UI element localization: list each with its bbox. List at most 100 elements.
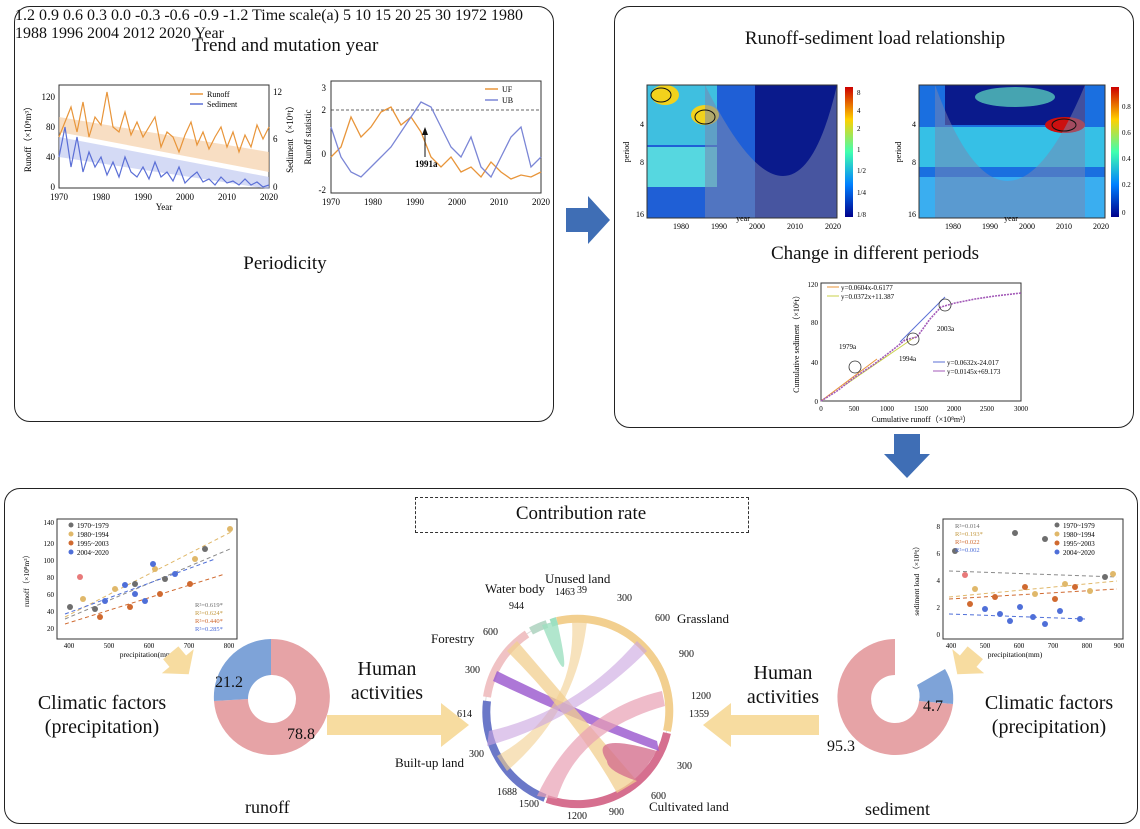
chord-tick-1688: 1688: [497, 787, 517, 798]
wavelet-coherence-charts: 8 4 2 1 1/2 1/4 1/8 period 4 8 16 1980 1…: [622, 84, 1131, 424]
colorbar-label-2: 0.6: [63, 7, 83, 24]
sediment-xtick-3: 700: [1048, 642, 1059, 650]
left-ytick-2: 16: [636, 210, 644, 219]
periodicity-ytick-5: 30: [434, 7, 451, 24]
cum-xtick-5: 2500: [980, 405, 995, 413]
chord-tick-614: 614: [457, 709, 472, 720]
chord-category-cultivated-land: Cultivated land: [649, 799, 729, 814]
runoff-scatter-frame: [56, 518, 238, 640]
panel-title-change: Change in different periods: [770, 243, 980, 264]
colorbar-label-0: 1.2: [15, 7, 35, 24]
sediment-ytick-1: 2: [937, 604, 941, 612]
annotation-2003a: 2003a: [937, 325, 955, 333]
right-chart-xtick-0: 1970: [322, 197, 341, 207]
runoff-r2-2: R²=0.440*: [195, 618, 223, 625]
colorbar-label-5: -0.3: [135, 7, 161, 24]
panel-trend: Trend and mutation year 1970 1980 1990 2…: [14, 6, 554, 422]
right-chart-ytick-2: 0: [322, 149, 327, 159]
annotation-1991a: 1991a: [415, 159, 438, 169]
sediment-ytick-4: 8: [937, 523, 941, 531]
periodicity-xlabel: Year: [194, 25, 224, 42]
left-colorbar-3: 1: [857, 146, 861, 154]
right-xtick-0: 1980: [945, 222, 961, 231]
left-colorbar-4: 1/2: [857, 167, 866, 175]
colorbar-label-3: 0.3: [87, 7, 107, 24]
right-ytick-0: 4: [912, 120, 916, 129]
left-chart-y2label: Sediment（×10⁶t）: [285, 101, 295, 173]
cumulative-chart-frame: [820, 282, 1022, 402]
right-chart-xtick-3: 2000: [448, 197, 467, 207]
left-chart-xtick-1: 1980: [92, 192, 111, 202]
sediment-climate-segment: [917, 669, 954, 704]
chord-category-water-body: Water body: [485, 581, 545, 596]
arrow-right-icon: [566, 196, 610, 244]
contribution-graphics: 1970~1979 1980~1994 1995~2003 2004~2020 …: [22, 518, 1125, 809]
sediment-human-value: 95.3: [827, 738, 855, 755]
sediment-ytick-3: 6: [937, 550, 941, 558]
runoff-confidence-band: [59, 117, 269, 172]
cum-xtick-1: 500: [849, 405, 860, 413]
sediment-xtick-5: 900: [1114, 642, 1125, 650]
runoff-ytick-2: 60: [47, 591, 55, 599]
periodicity-colorbar: 1.2 0.9 0.6 0.3 0.0 -0.3 -0.6 -0.9 -1.2 …: [15, 7, 523, 274]
equation-1: y=0.0372x+11.387: [841, 293, 895, 301]
sediment-scatter-ylabel: sediment load（×10⁶t）: [912, 542, 921, 615]
panel-contribution: Contribution rate 1970~1979 1980~1994 19…: [4, 488, 1138, 824]
legend-sediment: Sediment: [207, 100, 238, 109]
sediment-scatter-points: [952, 530, 1116, 627]
runoff-xtick-4: 800: [224, 642, 235, 650]
left-chart-ytick-6: 120: [42, 92, 56, 102]
chord-tick-300-b: 300: [469, 749, 484, 760]
right-chart-ytick-5: 3: [322, 83, 327, 93]
periodicity-xtick-5: 2012: [123, 25, 155, 42]
annotation-1979a: 1979a: [839, 343, 857, 351]
colorbar-label-4: 0.0: [111, 7, 131, 24]
panel-title-periodicity: Periodicity: [243, 253, 327, 274]
left-xtick-0: 1980: [673, 222, 689, 231]
chord-tick-900-g: 900: [679, 649, 694, 660]
periodicity-heatmap: 1.2 0.9 0.6 0.3 0.0 -0.3 -0.6 -0.9 -1.2 …: [15, 7, 523, 274]
left-xtick-2: 2000: [749, 222, 765, 231]
sediment-r2-3: R²=0.002: [955, 547, 980, 554]
human-label-right: Human activities: [746, 662, 820, 708]
runoff-r2-3: R²=0.285*: [195, 626, 223, 633]
arrow-down-icon: [884, 434, 930, 478]
chord-tick-944: 944: [509, 601, 524, 612]
arrow-left-yellow-icon: [703, 703, 819, 747]
human-label-left: Human activities: [350, 658, 424, 704]
left-chart-ytick-4: 80: [46, 122, 56, 132]
right-xtick-4: 2020: [1093, 222, 1109, 231]
right-colorbar-2: 0.4: [1122, 155, 1131, 163]
periodicity-xtick-6: 2020: [159, 25, 191, 42]
left-chart-xtick-5: 2020: [260, 192, 279, 202]
right-chart-ytick-0: -2: [319, 185, 327, 195]
sediment-ytick-2: 4: [937, 577, 941, 585]
sediment-legend-1: 1980~1994: [1063, 531, 1095, 539]
cum-ytick-6: 120: [808, 281, 819, 289]
periodicity-ytick-3: 20: [394, 7, 411, 24]
equation-2: y=0.0632x-24.017: [947, 359, 999, 367]
right-colorbar-1: 0.6: [1122, 129, 1131, 137]
sediment-scatter-frame: [942, 518, 1124, 640]
left-xtick-4: 2020: [825, 222, 841, 231]
runoff-legend-3: 2004~2020: [77, 549, 109, 557]
runoff-ytick-0: 20: [47, 625, 55, 633]
sediment-r2-1: R²=0.193*: [955, 531, 983, 538]
left-xtick-1: 1990: [711, 222, 727, 231]
runoff-donut-caption: runoff: [245, 797, 290, 817]
runoff-scatter-ylabel: runoff（×10⁸m³）: [22, 551, 31, 607]
cumulative-xlabel: Cumulative runoff（×10⁸m³）: [871, 415, 970, 424]
chord-tick-1359: 1359: [689, 709, 709, 720]
colorbar-label-8: -1.2: [222, 7, 249, 24]
runoff-r2-0: R²=0.619*: [195, 602, 223, 609]
runoff-ytick-5: 120: [44, 540, 55, 548]
runoff-ytick-6: 140: [44, 519, 55, 527]
runoff-ytick-4: 100: [44, 557, 55, 565]
chord-tick-600-g: 600: [655, 613, 670, 624]
cum-ytick-0: 0: [815, 398, 819, 406]
legend-uf: UF: [502, 85, 513, 94]
runoff-climate-value: 21.2: [215, 674, 243, 691]
periodicity-xtick-4: 2004: [87, 25, 119, 42]
wavelet-right-colorbar: [1111, 87, 1119, 217]
equation-0: y=0.0604x-0.6177: [841, 284, 893, 292]
